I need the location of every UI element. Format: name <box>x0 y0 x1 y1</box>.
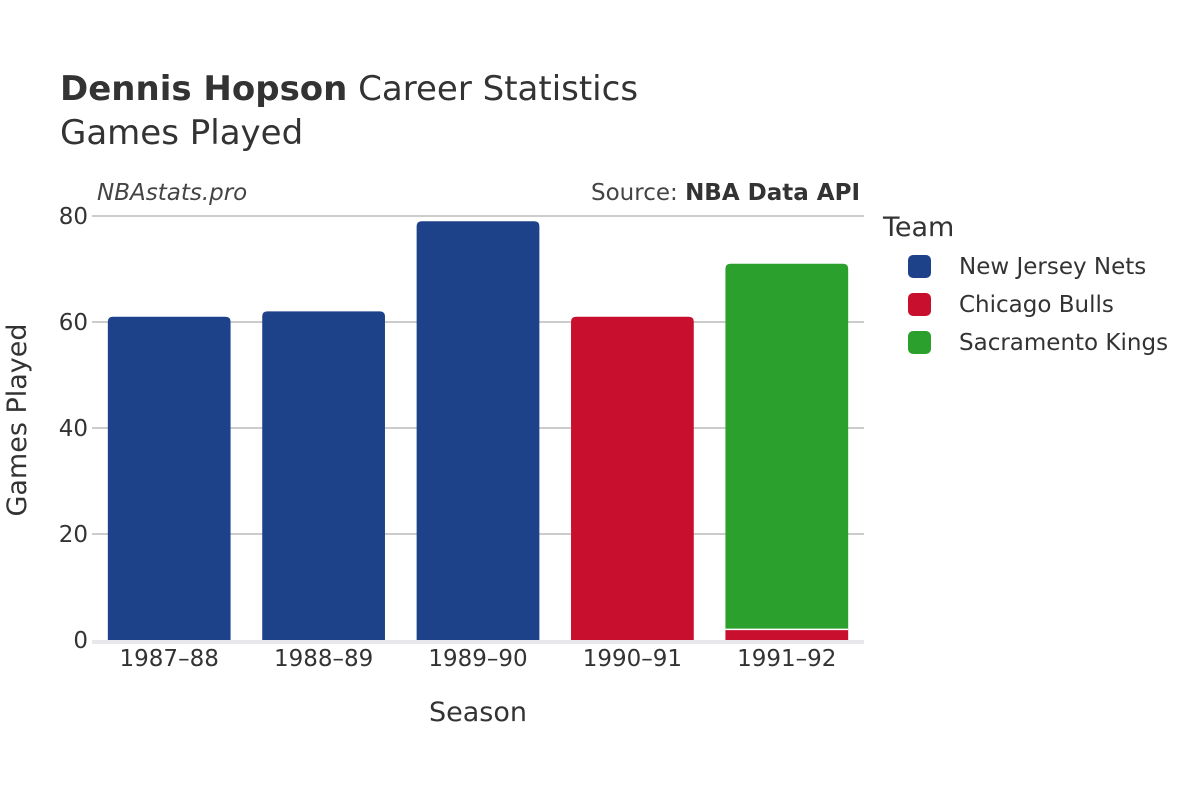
x-tick-label: 1990–91 <box>583 646 682 672</box>
x-axis-baseline <box>92 640 864 644</box>
y-tick-label: 40 <box>59 416 88 442</box>
legend-swatch <box>908 331 931 354</box>
y-tick-label: 60 <box>59 310 88 336</box>
y-tick-label: 20 <box>59 522 88 548</box>
bar-segment[interactable] <box>571 316 694 640</box>
chart-title-rest: Career Statistics <box>347 69 638 109</box>
legend-label: Sacramento Kings <box>959 330 1168 356</box>
x-tick-label: 1987–88 <box>120 646 219 672</box>
x-tick-label: 1989–90 <box>428 646 527 672</box>
bar-segment[interactable] <box>725 629 849 640</box>
legend: New Jersey Nets Chicago Bulls Sacramento K… <box>908 254 1168 356</box>
bar-segment[interactable] <box>416 221 540 641</box>
legend-label: Chicago Bulls <box>959 292 1114 318</box>
legend-title: Team <box>882 212 954 243</box>
bar-segment[interactable] <box>262 311 385 640</box>
bar-segment[interactable] <box>725 263 849 630</box>
x-axis-ticks: 1987–88 1988–89 1989–90 1990–91 1991–92 <box>120 646 837 672</box>
legend-label: New Jersey Nets <box>959 254 1146 280</box>
x-tick-label: 1991–92 <box>737 646 836 672</box>
x-axis-title: Season <box>429 697 527 728</box>
source-credit: Source: NBA Data API <box>591 180 860 206</box>
legend-item[interactable]: Sacramento Kings <box>908 330 1168 356</box>
y-tick-label: 0 <box>73 628 88 654</box>
legend-swatch <box>908 293 931 316</box>
bars <box>107 221 849 641</box>
legend-item[interactable]: Chicago Bulls <box>908 292 1114 318</box>
site-credit: NBAstats.pro <box>97 180 247 206</box>
y-axis-title: Games Played <box>2 323 33 516</box>
chart-title-player: Dennis Hopson <box>60 69 347 109</box>
x-tick-label: 1988–89 <box>274 646 373 672</box>
source-name: NBA Data API <box>685 180 860 206</box>
source-prefix: Source: <box>591 180 685 206</box>
bar-segment[interactable] <box>107 316 231 640</box>
y-tick-label: 80 <box>59 204 88 230</box>
legend-swatch <box>908 255 931 278</box>
y-axis-ticks: 0 20 40 60 80 <box>59 204 88 654</box>
chart-title: Dennis Hopson Career Statistics <box>60 69 638 109</box>
legend-item[interactable]: New Jersey Nets <box>908 254 1146 280</box>
chart-subtitle: Games Played <box>60 113 303 153</box>
